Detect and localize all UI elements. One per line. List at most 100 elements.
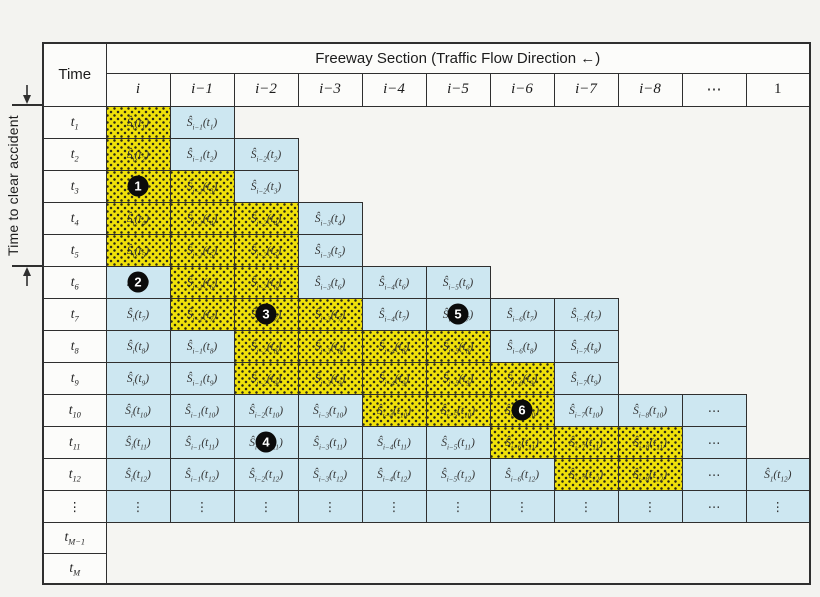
time-label-t2: t2 [42, 137, 107, 171]
bracket-tick-bottom [12, 265, 43, 267]
freeway-time-table: Time Freeway Section (Traffic Flow Direc… [42, 42, 811, 585]
cell-t9-i−6: Ŝi−6(t9) [489, 361, 555, 395]
cell-t11-i−8: Ŝi−8(t11) [617, 425, 683, 459]
row-t8: t8 Ŝi(t8) Ŝi−1(t8) Ŝi−2(t8) Ŝi−3(t8) Ŝi−4(t8)… [42, 329, 810, 363]
cell-t11-i−3: Ŝi−3(t11) [297, 425, 363, 459]
column-header-1: 1 [745, 72, 811, 107]
cell-dots-⋯: ⋯ [681, 489, 747, 523]
cell-t4-i−2: Ŝi−2(t4) [233, 201, 299, 235]
bracket-tick-top [12, 104, 43, 106]
cell-t7-i: Ŝi(t7) [105, 297, 171, 331]
cell-t12-1: Ŝ1(t12) [745, 457, 811, 491]
cell-dots-i−3: ⋮ [297, 489, 363, 523]
marker-circle-2: 2 [127, 271, 149, 293]
cell-dots-1: ⋮ [745, 489, 811, 523]
cell-t11-⋯: ⋯ [681, 425, 747, 459]
cell-t9-i−1: Ŝi−1(t9) [169, 361, 235, 395]
cell-t9-i−2: Ŝi−2(t9) [233, 361, 299, 395]
cell-t5-i: Ŝi(t5) [105, 233, 171, 267]
cell-t12-i−1: Ŝi−1(t12) [169, 457, 235, 491]
row-t11: t11Ŝi(t11)Ŝi−1(t11)Ŝi−2(t11)4Ŝi−3(t11)Ŝi… [42, 425, 810, 459]
cell-dots-i−2: ⋮ [233, 489, 299, 523]
cell-t7-i−7: Ŝi−7(t7) [553, 297, 619, 331]
cell-t9-i: Ŝi(t9) [105, 361, 171, 395]
cell-t10-i−6: Ŝi−6(t10)6 [489, 393, 555, 427]
cell-t12-i−4: Ŝi−4(t12) [361, 457, 427, 491]
cell-dots-i: ⋮ [105, 489, 171, 523]
empty-region [234, 106, 810, 138]
cell-t7-i−6: Ŝi−6(t7) [489, 297, 555, 331]
cell-dots-i−7: ⋮ [553, 489, 619, 523]
time-label-t10: t10 [42, 393, 107, 427]
cell-t10-i−7: Ŝi−7(t10) [553, 393, 619, 427]
time-column-header: Time [42, 42, 107, 107]
cell-t10-i−1: Ŝi−1(t10) [169, 393, 235, 427]
cell-t2-i: Ŝi(t2) [105, 137, 171, 171]
time-label-t9: t9 [42, 361, 107, 395]
cell-t11-i−6: Ŝi−6(t11) [489, 425, 555, 459]
time-label-t3: t3 [42, 169, 107, 203]
column-header-i: i [105, 72, 171, 107]
cell-t8-i−6: Ŝi−6(t8) [489, 329, 555, 363]
column-header-i−5: i−5 [425, 72, 491, 107]
cell-t7-i−3: Ŝi−3(t7) [297, 297, 363, 331]
cell-t6-i: Ŝi(t6)2 [105, 265, 171, 299]
time-label-t5: t5 [42, 233, 107, 267]
row-t4: t4 Ŝi(t4) Ŝi−1(t4) Ŝi−2(t4) Ŝi−3(t4) [42, 201, 810, 235]
cell-t11-i−1: Ŝi−1(t11) [169, 425, 235, 459]
cell-t2-i−1: Ŝi−1(t2) [169, 137, 235, 171]
column-header-⋯: ⋯ [681, 72, 747, 107]
empty-region [618, 298, 810, 330]
cell-t12-i−7: Ŝi−7(t12) [553, 457, 619, 491]
empty-region [618, 362, 810, 394]
time-label-t6: t6 [42, 265, 107, 299]
cell-t11-i−4: Ŝi−4(t11) [361, 425, 427, 459]
time-label-t7: t7 [42, 297, 107, 331]
empty-region [298, 138, 810, 170]
cell-t11-i: Ŝi(t11) [105, 425, 171, 459]
marker-circle-3: 3 [255, 303, 277, 325]
empty-region [362, 234, 810, 266]
cell-t8-i−5: Ŝi−5(t8) [425, 329, 491, 363]
cell-dots-i−4: ⋮ [361, 489, 427, 523]
cell-t6-i−2: Ŝi−2(t6) [233, 265, 299, 299]
cell-t8-i−2: Ŝi−2(t8) [233, 329, 299, 363]
empty-region [106, 553, 810, 584]
column-header-i−1: i−1 [169, 72, 235, 107]
cell-t3-i−2: Ŝi−2(t3) [233, 169, 299, 203]
side-label-time-to-clear-accident: Time to clear accident [5, 115, 21, 256]
time-label-t11: t11 [42, 425, 107, 459]
cell-dots-i−8: ⋮ [617, 489, 683, 523]
time-label-dots: ⋮ [42, 489, 107, 523]
cell-t6-i−1: Ŝi−1(t6) [169, 265, 235, 299]
column-header-i−8: i−8 [617, 72, 683, 107]
cell-t12-⋯: ⋯ [681, 457, 747, 491]
cell-t3-i−1: Ŝi−1(t3) [169, 169, 235, 203]
cell-t7-i−2: Ŝi−2(t7)3 [233, 297, 299, 331]
cell-t12-i−5: Ŝi−5(t12) [425, 457, 491, 491]
time-label-t8: t8 [42, 329, 107, 363]
cell-t4-i: Ŝi(t4) [105, 201, 171, 235]
cell-t10-i−4: Ŝi−4(t10) [361, 393, 427, 427]
cell-t6-i−4: Ŝi−4(t6) [361, 265, 427, 299]
cell-t5-i−3: Ŝi−3(t5) [297, 233, 363, 267]
cell-t7-i−5: Ŝi−5(t7)5 [425, 297, 491, 331]
cell-t7-i−1: Ŝi−1(t7) [169, 297, 235, 331]
row-dots: ⋮ ⋮ ⋮ ⋮ ⋮ ⋮ ⋮ ⋮ ⋮ ⋮ ⋯ ⋮ [42, 489, 811, 523]
cell-t7-i−4: Ŝi−4(t7) [361, 297, 427, 331]
marker-circle-1: 1 [127, 175, 149, 197]
row-t2: t2 Ŝi(t2) Ŝi−1(t2) Ŝi−2(t2) [42, 137, 810, 171]
row-tM-1: tM−1 [42, 521, 810, 554]
cell-t3-i: Ŝi(t3)1 [105, 169, 171, 203]
cell-t8-i: Ŝi(t8) [105, 329, 171, 363]
header-row-columns: i i−1 i−2 i−3 i−4 i−5 i−6 i−7 i−8 ⋯ 1 [43, 72, 811, 107]
cell-dots-i−6: ⋮ [489, 489, 555, 523]
time-label-t1: t1 [42, 105, 107, 139]
cell-t9-i−7: Ŝi−7(t9) [553, 361, 619, 395]
cell-t10-i−8: Ŝi−8(t10) [617, 393, 683, 427]
marker-circle-5: 5 [447, 303, 469, 325]
cell-t9-i−5: Ŝi−5(t9) [425, 361, 491, 395]
cell-t9-i−4: Ŝi−4(t9) [361, 361, 427, 395]
empty-region [618, 330, 810, 362]
